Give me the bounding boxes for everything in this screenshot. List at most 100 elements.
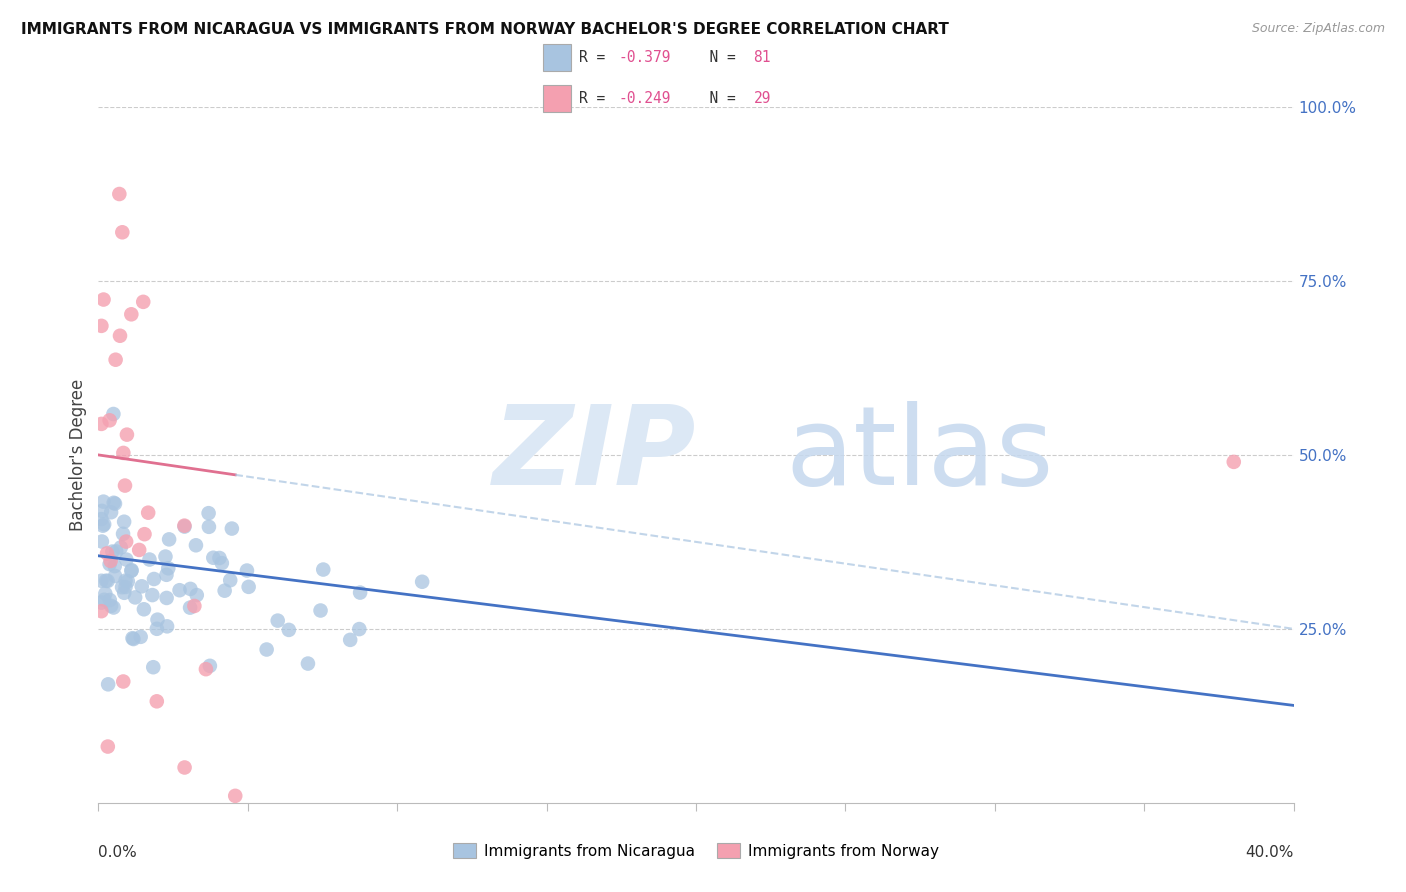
Text: N =: N =: [692, 91, 744, 106]
Text: ZIP: ZIP: [492, 401, 696, 508]
Point: [91, 518, 114, 533]
Point: [98, 557, 121, 571]
Point: [141, 588, 163, 602]
Point: [142, 660, 165, 674]
Point: [236, 564, 259, 578]
Text: Source: ZipAtlas.com: Source: ZipAtlas.com: [1251, 22, 1385, 36]
Point: [120, 307, 142, 321]
Point: [157, 533, 180, 547]
Point: [90, 417, 112, 431]
Point: [179, 582, 201, 596]
Legend: Immigrants from Nicaragua, Immigrants from Norway: Immigrants from Nicaragua, Immigrants fr…: [447, 837, 945, 864]
Point: [169, 583, 191, 598]
Point: [198, 520, 221, 534]
Point: [93, 592, 115, 607]
Point: [138, 552, 160, 566]
Point: [104, 559, 127, 574]
Point: [128, 543, 150, 558]
Point: [110, 541, 132, 555]
Point: [115, 534, 138, 549]
Point: [194, 662, 217, 676]
Text: atlas: atlas: [786, 401, 1054, 508]
Point: [131, 579, 153, 593]
Point: [115, 427, 138, 442]
Point: [90, 574, 112, 588]
Point: [256, 642, 278, 657]
Point: [155, 549, 177, 564]
Point: [114, 478, 136, 492]
Point: [94, 587, 117, 601]
Point: [93, 517, 115, 532]
Point: [111, 580, 134, 594]
Point: [97, 739, 120, 754]
Point: [297, 657, 319, 671]
Point: [120, 564, 142, 578]
Point: [146, 694, 169, 708]
Point: [111, 225, 134, 239]
Point: [90, 512, 112, 526]
Point: [93, 293, 115, 307]
Y-axis label: Bachelor's Degree: Bachelor's Degree: [69, 379, 87, 531]
Point: [112, 586, 135, 600]
Point: [100, 505, 122, 519]
Point: [349, 622, 371, 636]
Point: [117, 574, 139, 589]
Point: [114, 580, 136, 594]
Point: [211, 556, 233, 570]
Point: [339, 632, 361, 647]
Text: 40.0%: 40.0%: [1246, 845, 1294, 860]
Point: [157, 561, 180, 575]
Point: [173, 519, 195, 533]
Point: [146, 622, 169, 636]
Point: [277, 623, 299, 637]
Point: [97, 574, 120, 588]
Point: [197, 506, 219, 520]
Point: [221, 522, 243, 536]
Point: [105, 544, 128, 558]
Point: [173, 518, 195, 533]
Point: [104, 352, 127, 367]
Point: [93, 494, 115, 508]
Point: [132, 602, 155, 616]
Point: [103, 600, 125, 615]
Point: [224, 789, 246, 803]
Point: [121, 563, 143, 577]
Point: [238, 580, 260, 594]
Point: [198, 658, 221, 673]
Point: [121, 631, 143, 645]
Point: [155, 567, 177, 582]
Text: -0.379: -0.379: [619, 50, 671, 65]
Bar: [543, 44, 571, 71]
Point: [100, 554, 122, 568]
Point: [90, 534, 112, 549]
Text: 0.0%: 0.0%: [98, 845, 138, 860]
Point: [1223, 455, 1246, 469]
Point: [112, 446, 135, 460]
Point: [122, 632, 145, 646]
Point: [124, 591, 146, 605]
Point: [267, 614, 290, 628]
Point: [184, 538, 207, 552]
Point: [115, 552, 138, 566]
Point: [91, 504, 114, 518]
Bar: [543, 85, 571, 112]
Text: 29: 29: [754, 91, 770, 106]
Point: [114, 574, 136, 588]
Point: [186, 588, 208, 602]
Point: [108, 187, 131, 202]
Text: R =: R =: [579, 91, 614, 106]
Point: [103, 496, 125, 510]
Text: R =: R =: [579, 50, 614, 65]
Point: [129, 630, 152, 644]
Point: [101, 544, 124, 558]
Point: [136, 506, 159, 520]
Point: [112, 515, 135, 529]
Point: [103, 407, 125, 421]
Point: [132, 294, 155, 309]
Point: [312, 563, 335, 577]
Point: [108, 328, 131, 343]
Point: [214, 583, 236, 598]
Point: [94, 574, 117, 588]
Point: [98, 593, 121, 607]
Point: [183, 599, 205, 613]
